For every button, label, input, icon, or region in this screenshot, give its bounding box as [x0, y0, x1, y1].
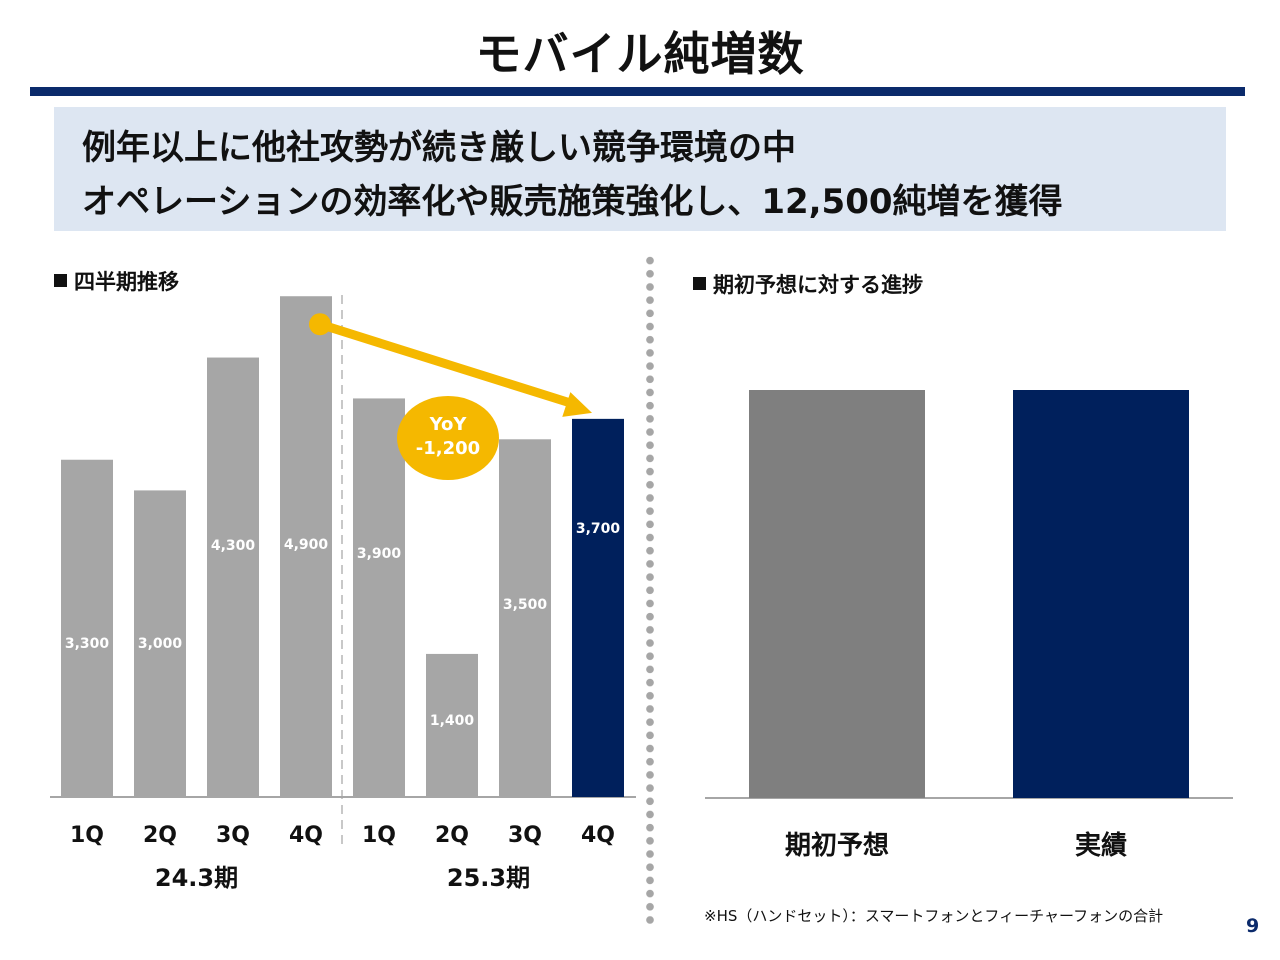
x-tick-label: 2Q [435, 823, 469, 848]
quarterly-trend-label-text: 四半期推移 [74, 270, 179, 294]
yoy-arrow-start-dot [309, 313, 331, 336]
section-divider [644, 254, 656, 924]
page-title: モバイル純増数 [475, 27, 805, 81]
x-tick-label: 実績 [1075, 830, 1127, 861]
data-label: 1,400 [430, 713, 475, 729]
headline-line-1: 例年以上に他社攻勢が続き厳しい競争環境の中 [82, 128, 796, 168]
bar [134, 490, 186, 797]
forecast-chart: 13,500期初予想12,500実績 [705, 390, 1233, 861]
forecast-progress-label: 期初予想に対する進捗 [693, 269, 923, 299]
yoy-label: YoY [429, 414, 468, 435]
bar [499, 439, 551, 797]
headline-line-2: オペレーションの効率化や販売施策強化し、12,500純増を獲得 [82, 182, 1063, 222]
quarterly-chart: 3,300 1Q 3,000 2Q 4,300 3Q 4,900 4Q 3,900 1Q 1,400… [50, 295, 636, 892]
x-tick-label: 期初予想 [785, 831, 889, 861]
forecast-progress-label-text: 期初予想に対する進捗 [713, 273, 923, 297]
x-tick-label: 3Q [216, 823, 250, 848]
data-label: 3,900 [357, 546, 402, 562]
square-bullet-icon [693, 277, 706, 290]
bar [61, 459, 113, 797]
yoy-value: -1,200 [416, 438, 480, 459]
footnote: ※HS（ハンドセット）：スマートフォンとフィーチャーフォンの合計 [704, 907, 1164, 925]
data-label: 3,500 [503, 597, 548, 613]
x-tick-label: 1Q [70, 823, 104, 848]
bar [280, 296, 332, 797]
data-label: 3,700 [576, 521, 621, 537]
x-tick-label: 2Q [143, 823, 177, 848]
square-bullet-icon [54, 274, 67, 287]
yoy-arrow-line [315, 319, 575, 408]
bar [207, 357, 259, 797]
bar [1013, 390, 1189, 798]
x-tick-label: 4Q [581, 823, 615, 848]
data-label: 3,000 [138, 636, 183, 652]
quarterly-trend-label: 四半期推移 [54, 266, 179, 296]
period-label: 25.3期 [447, 864, 530, 892]
yoy-bubble [397, 396, 499, 480]
title-divider [30, 87, 1245, 96]
x-tick-label: 4Q [289, 823, 323, 848]
bar [353, 398, 405, 797]
x-tick-label: 3Q [508, 823, 542, 848]
bar [572, 418, 624, 797]
page-number: 9 [1246, 915, 1260, 937]
yoy-arrow-head [562, 392, 592, 417]
period-label: 24.3期 [155, 864, 238, 892]
bar [426, 653, 478, 797]
data-label: 4,300 [211, 538, 256, 554]
data-label: 4,900 [284, 537, 329, 553]
data-label: 3,300 [65, 636, 110, 652]
x-tick-label: 1Q [362, 823, 396, 848]
bar [749, 390, 925, 798]
headline-box: 例年以上に他社攻勢が続き厳しい競争環境の中 オペレーションの効率化や販売施策強化… [54, 107, 1226, 231]
